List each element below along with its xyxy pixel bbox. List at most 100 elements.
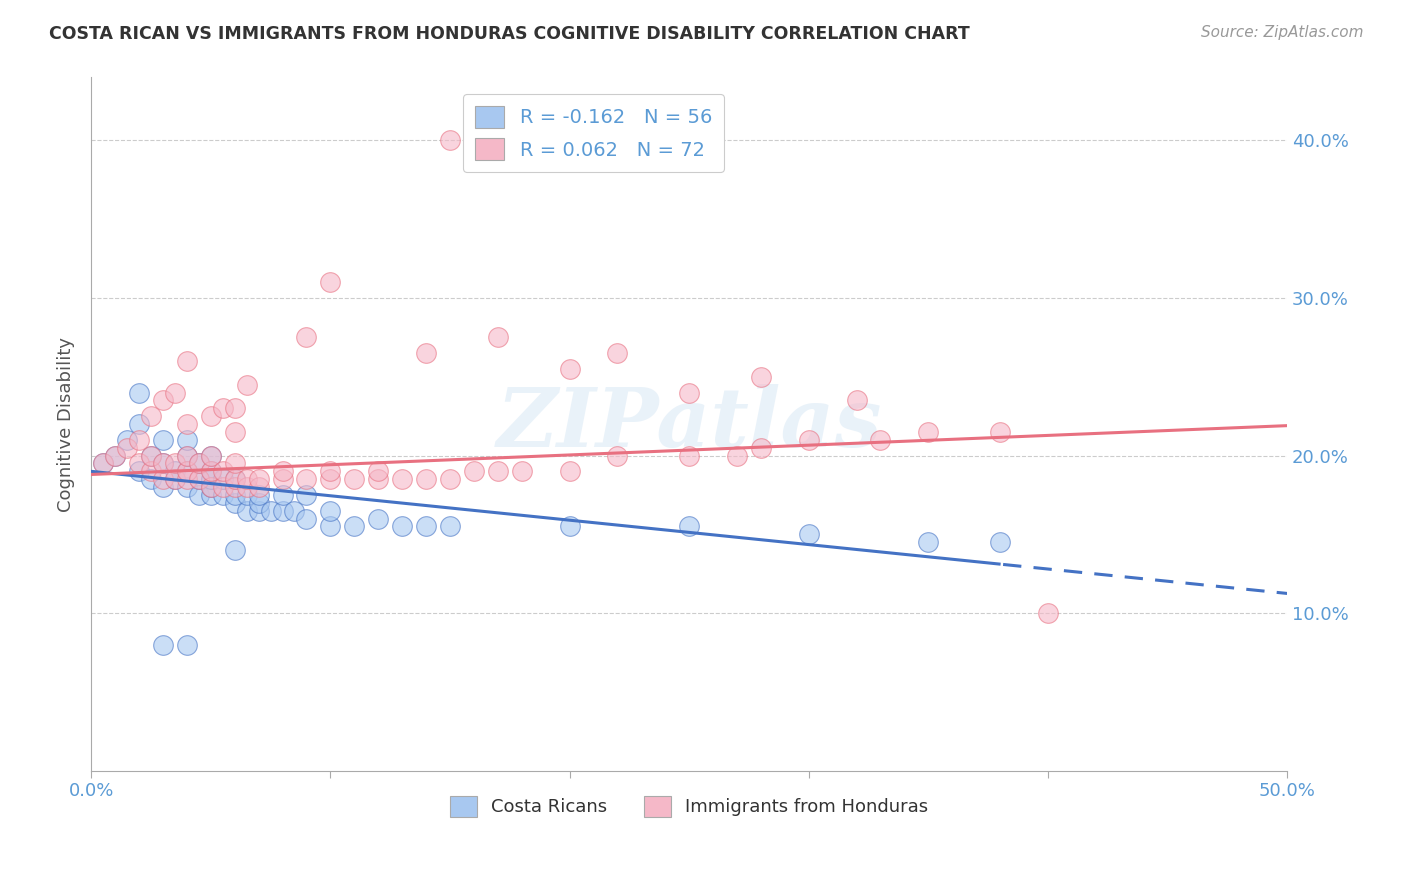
Point xyxy=(176,464,198,478)
Point xyxy=(128,417,150,431)
Point xyxy=(128,457,150,471)
Point xyxy=(152,433,174,447)
Point xyxy=(295,472,318,486)
Point xyxy=(797,433,820,447)
Point xyxy=(259,504,281,518)
Y-axis label: Cognitive Disability: Cognitive Disability xyxy=(58,336,75,512)
Point xyxy=(439,472,461,486)
Point xyxy=(558,362,581,376)
Point xyxy=(235,480,257,494)
Point xyxy=(319,504,342,518)
Point xyxy=(869,433,891,447)
Point xyxy=(247,504,270,518)
Point xyxy=(319,472,342,486)
Point xyxy=(224,496,246,510)
Point xyxy=(211,401,233,416)
Point xyxy=(319,275,342,289)
Point xyxy=(187,488,209,502)
Point xyxy=(176,472,198,486)
Point xyxy=(187,472,209,486)
Point xyxy=(152,638,174,652)
Point xyxy=(606,346,628,360)
Point xyxy=(224,480,246,494)
Point xyxy=(247,488,270,502)
Point xyxy=(152,393,174,408)
Point xyxy=(295,511,318,525)
Point xyxy=(247,480,270,494)
Point xyxy=(176,417,198,431)
Point xyxy=(224,488,246,502)
Point xyxy=(187,457,209,471)
Point xyxy=(128,433,150,447)
Point xyxy=(115,441,138,455)
Point xyxy=(558,519,581,533)
Point xyxy=(235,377,257,392)
Point xyxy=(128,385,150,400)
Point xyxy=(187,457,209,471)
Point xyxy=(343,519,366,533)
Point xyxy=(139,409,162,424)
Point xyxy=(391,519,413,533)
Point xyxy=(211,488,233,502)
Point xyxy=(163,464,186,478)
Point xyxy=(988,425,1011,439)
Point xyxy=(139,449,162,463)
Point xyxy=(271,472,294,486)
Point xyxy=(211,480,233,494)
Point xyxy=(558,464,581,478)
Point xyxy=(271,488,294,502)
Point xyxy=(247,472,270,486)
Point xyxy=(200,449,222,463)
Point xyxy=(176,433,198,447)
Point xyxy=(845,393,868,408)
Point xyxy=(176,638,198,652)
Point xyxy=(200,464,222,478)
Point xyxy=(91,457,114,471)
Point xyxy=(917,425,939,439)
Point xyxy=(235,504,257,518)
Point xyxy=(163,472,186,486)
Point xyxy=(678,519,700,533)
Point xyxy=(152,457,174,471)
Text: Source: ZipAtlas.com: Source: ZipAtlas.com xyxy=(1201,25,1364,40)
Point xyxy=(163,457,186,471)
Point xyxy=(391,472,413,486)
Point xyxy=(176,354,198,368)
Point xyxy=(486,464,509,478)
Text: COSTA RICAN VS IMMIGRANTS FROM HONDURAS COGNITIVE DISABILITY CORRELATION CHART: COSTA RICAN VS IMMIGRANTS FROM HONDURAS … xyxy=(49,25,970,43)
Point xyxy=(176,480,198,494)
Point xyxy=(139,464,162,478)
Point xyxy=(115,433,138,447)
Point xyxy=(415,346,437,360)
Point xyxy=(606,449,628,463)
Point xyxy=(224,472,246,486)
Point xyxy=(319,519,342,533)
Point xyxy=(200,449,222,463)
Point xyxy=(211,464,233,478)
Point xyxy=(176,464,198,478)
Point xyxy=(367,464,389,478)
Point xyxy=(152,457,174,471)
Point xyxy=(797,527,820,541)
Point xyxy=(104,449,127,463)
Point xyxy=(224,401,246,416)
Point xyxy=(176,449,198,463)
Point xyxy=(510,464,533,478)
Point xyxy=(678,385,700,400)
Point xyxy=(917,535,939,549)
Point xyxy=(200,488,222,502)
Legend: Costa Ricans, Immigrants from Honduras: Costa Ricans, Immigrants from Honduras xyxy=(443,789,935,824)
Point xyxy=(988,535,1011,549)
Point xyxy=(211,472,233,486)
Point xyxy=(486,330,509,344)
Point xyxy=(200,409,222,424)
Point xyxy=(91,457,114,471)
Point xyxy=(224,457,246,471)
Point xyxy=(200,480,222,494)
Point xyxy=(367,472,389,486)
Point xyxy=(283,504,305,518)
Point xyxy=(152,472,174,486)
Point xyxy=(678,449,700,463)
Point xyxy=(224,425,246,439)
Point xyxy=(343,472,366,486)
